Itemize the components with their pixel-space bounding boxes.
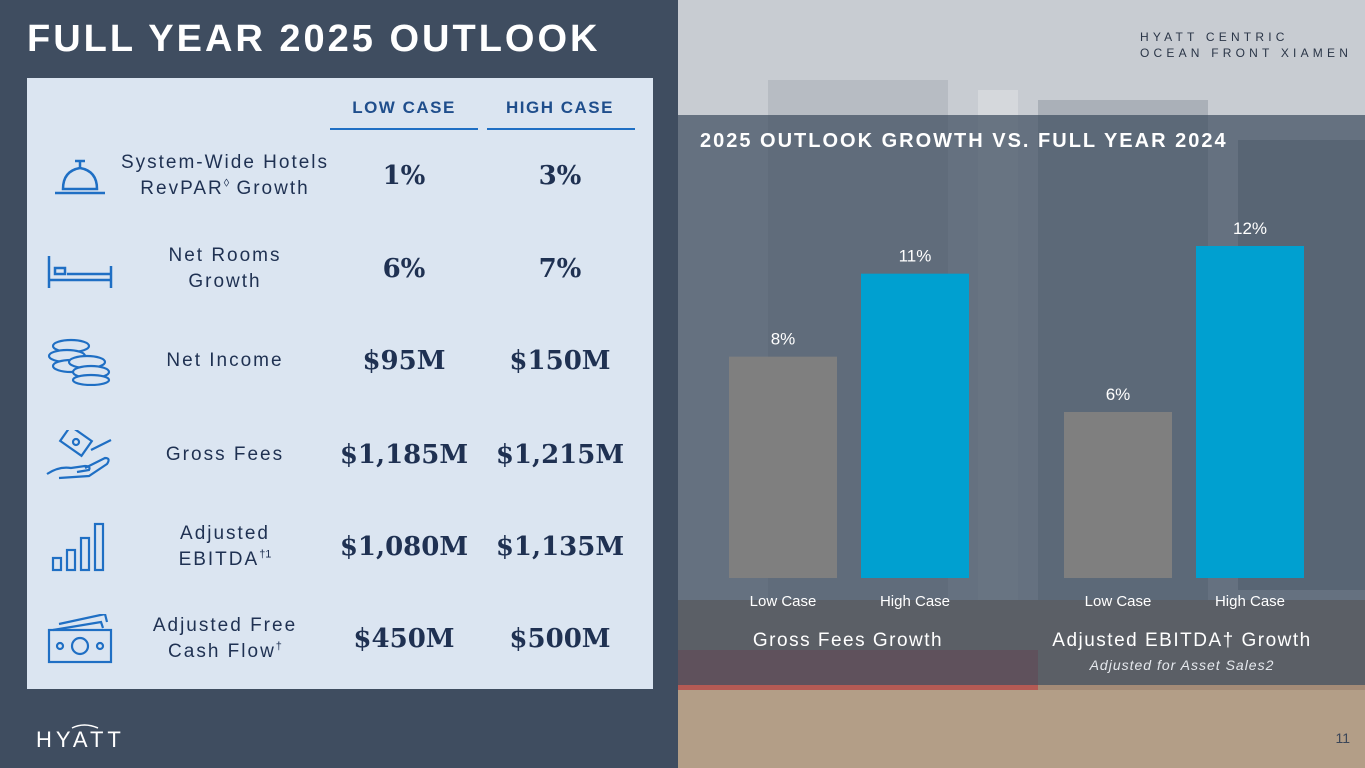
- low-value: $1,080M: [339, 532, 469, 562]
- bar-ebitda-high: [1196, 246, 1304, 578]
- row-label: Net Income: [166, 350, 284, 372]
- page-number: 11: [1335, 730, 1350, 746]
- bar-ebitda-low: [1064, 412, 1172, 578]
- row-label: Gross Fees: [165, 444, 285, 466]
- high-value: 7%: [538, 254, 582, 284]
- group-label-gross-fees: Gross Fees Growth: [752, 630, 944, 651]
- table-row: Gross Fees $1,185M $1,215M: [27, 410, 653, 500]
- hotel-caption: HYATT CENTRIC OCEAN FRONT XIAMEN: [1140, 30, 1353, 60]
- growth-bar-chart: 8% Low Case 11% High Case 6% Low Case 12% High …: [729, 219, 1304, 610]
- money-hand-icon: [46, 430, 112, 480]
- row-label: Adjusted EBITDA†1: [178, 523, 272, 570]
- high-value: $150M: [509, 346, 611, 376]
- bar-value-label: 6%: [1106, 385, 1131, 404]
- low-value: 6%: [382, 254, 426, 284]
- category-label: High Case: [880, 593, 950, 610]
- category-label: High Case: [1215, 593, 1285, 610]
- bar-value-label: 12%: [1233, 219, 1267, 238]
- group-label-ebitda: Adjusted EBITDA† Growth: [1052, 630, 1312, 651]
- chart-title: 2025 OUTLOOK GROWTH VS. FULL YEAR 2024: [700, 130, 1228, 152]
- col-underline-low: [330, 128, 478, 130]
- bar-value-label: 11%: [899, 247, 932, 266]
- row-label: Adjusted Free Cash Flow†: [152, 615, 298, 662]
- logo-text: HYATT: [36, 727, 125, 752]
- bed-icon: [47, 256, 113, 288]
- high-value: $500M: [509, 624, 611, 654]
- low-value: $450M: [353, 624, 455, 654]
- bar-chart-icon: [51, 522, 105, 572]
- table-row: Adjusted EBITDA†1 $1,080M $1,135M: [27, 502, 653, 592]
- bar-gross-fees-high: [861, 273, 969, 578]
- hyatt-logo: HYATT: [36, 724, 125, 752]
- group-subtitle-ebitda: Adjusted for Asset Sales2: [1089, 657, 1275, 673]
- high-value: $1,215M: [495, 440, 625, 470]
- high-value: 3%: [538, 161, 582, 191]
- coins-icon: [47, 338, 111, 386]
- page-title: FULL YEAR 2025 OUTLOOK: [27, 18, 601, 60]
- bar-value-label: 8%: [771, 330, 796, 349]
- service-bell-icon: [55, 159, 105, 195]
- table-row: Adjusted Free Cash Flow† $450M $500M: [27, 594, 653, 684]
- row-label: System-Wide Hotels RevPAR◊ Growth: [120, 152, 330, 199]
- category-label: Low Case: [1085, 593, 1152, 610]
- table-row: System-Wide Hotels RevPAR◊ Growth 1% 3%: [27, 131, 653, 221]
- table-row: Net Income $95M $150M: [27, 316, 653, 406]
- table-row: Net Rooms Growth 6% 7%: [27, 224, 653, 314]
- low-value: 1%: [382, 161, 426, 191]
- col-header-low: LOW CASE: [352, 98, 456, 117]
- col-header-high: HIGH CASE: [506, 98, 614, 117]
- category-label: Low Case: [750, 593, 817, 610]
- col-underline-high: [487, 128, 635, 130]
- row-label: Net Rooms Growth: [168, 245, 282, 292]
- low-value: $1,185M: [339, 440, 469, 470]
- high-value: $1,135M: [495, 532, 625, 562]
- outlook-table: LOW CASE HIGH CASE System-Wide Hotels Rev…: [27, 78, 653, 689]
- bar-gross-fees-low: [729, 356, 837, 578]
- low-value: $95M: [362, 346, 446, 376]
- banknotes-icon: [47, 614, 113, 664]
